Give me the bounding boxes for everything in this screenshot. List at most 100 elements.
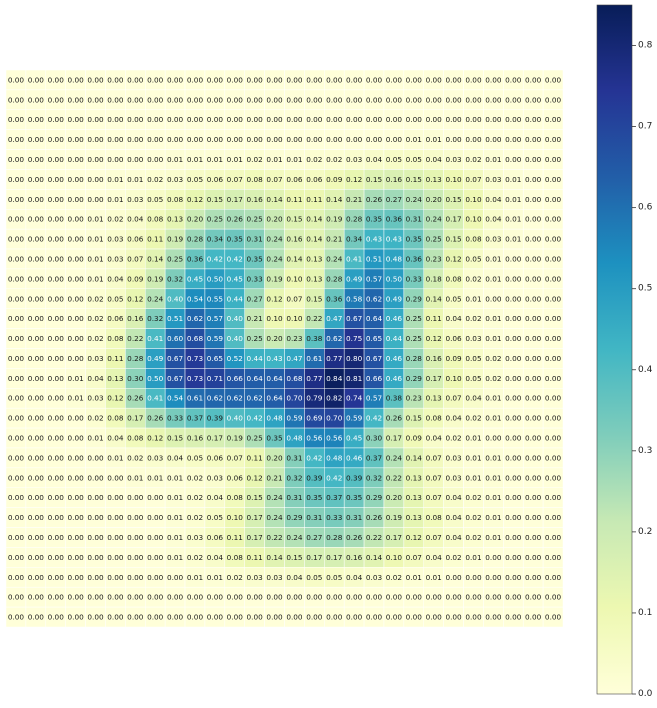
heatmap-cell-label-r19-c25: 0.00 — [505, 453, 522, 462]
heatmap-cell-label-r5-c19: 0.16 — [386, 175, 403, 184]
heatmap-cell-label-r3-c3: 0.00 — [68, 135, 85, 144]
heatmap-cell-label-r15-c25: 0.00 — [505, 374, 522, 383]
heatmap-cell-label-r10-c19: 0.50 — [386, 274, 403, 283]
heatmap-cell-label-r13-c1: 0.00 — [28, 334, 45, 343]
heatmap-cell-label-r21-c19: 0.20 — [386, 493, 403, 502]
heatmap-cell-label-r3-c9: 0.00 — [187, 135, 204, 144]
heatmap-cell-label-r22-c23: 0.02 — [465, 513, 481, 522]
heatmap-cell-label-r15-c2: 0.00 — [48, 374, 65, 383]
heatmap-cell-label-r8-c10: 0.34 — [207, 235, 224, 244]
heatmap-cell-label-r27-c7: 0.00 — [147, 613, 164, 622]
heatmap-cell-label-r27-c26: 0.00 — [525, 613, 542, 622]
heatmap-cell-label-r14-c3: 0.00 — [68, 354, 85, 363]
heatmap-cell-label-r15-c3: 0.01 — [68, 374, 84, 383]
heatmap-cell-label-r1-c19: 0.00 — [386, 95, 403, 104]
heatmap-cell-label-r1-c18: 0.00 — [366, 95, 383, 104]
heatmap-cell-label-r26-c7: 0.00 — [147, 593, 164, 602]
heatmap-cell-label-r18-c21: 0.04 — [426, 434, 443, 443]
heatmap-cell-label-r0-c12: 0.00 — [247, 75, 264, 84]
heatmap-cell-label-r12-c17: 0.67 — [346, 314, 363, 323]
heatmap-cell-label-r1-c0: 0.00 — [8, 95, 25, 104]
heatmap-cell-label-r14-c15: 0.61 — [306, 354, 322, 363]
heatmap-cell-label-r8-c19: 0.43 — [386, 235, 403, 244]
heatmap-cell-label-r6-c4: 0.00 — [87, 195, 104, 204]
heatmap-cell-label-r2-c14: 0.00 — [286, 115, 303, 124]
heatmap-cell-label-r18-c14: 0.48 — [286, 434, 303, 443]
heatmap-cell-label-r9-c19: 0.48 — [386, 254, 403, 263]
heatmap-cell-label-r26-c22: 0.00 — [445, 593, 462, 602]
heatmap-cell-label-r21-c25: 0.00 — [505, 493, 522, 502]
heatmap-cell-label-r17-c0: 0.00 — [8, 414, 25, 423]
heatmap-cell-label-r11-c18: 0.62 — [366, 294, 382, 303]
heatmap-cell-label-r19-c1: 0.00 — [28, 453, 45, 462]
heatmap-cell-label-r17-c12: 0.42 — [247, 414, 263, 423]
heatmap-cell-label-r2-c4: 0.00 — [87, 115, 104, 124]
heatmap-cell-label-r5-c23: 0.07 — [465, 175, 482, 184]
heatmap-cell-label-r10-c2: 0.00 — [48, 274, 65, 283]
heatmap-cell-label-r20-c8: 0.01 — [167, 473, 183, 482]
heatmap-cell-label-r9-c4: 0.01 — [87, 254, 103, 263]
heatmap-cell-label-r3-c12: 0.00 — [247, 135, 264, 144]
heatmap-cell-label-r17-c9: 0.37 — [187, 414, 204, 423]
heatmap-cell-label-r4-c14: 0.01 — [286, 155, 302, 164]
heatmap-cell-label-r2-c24: 0.00 — [485, 115, 502, 124]
heatmap-cell-label-r1-c10: 0.00 — [207, 95, 224, 104]
heatmap-cell-label-r23-c16: 0.28 — [326, 533, 343, 542]
heatmap-cell-label-r25-c6: 0.00 — [127, 573, 144, 582]
heatmap-cell-label-r5-c8: 0.03 — [167, 175, 184, 184]
heatmap-cell-label-r1-c2: 0.00 — [48, 95, 65, 104]
heatmap-cell-label-r13-c11: 0.40 — [227, 334, 244, 343]
heatmap-cell-label-r11-c16: 0.36 — [326, 294, 343, 303]
heatmap-cell-label-r19-c16: 0.48 — [326, 453, 343, 462]
heatmap-cell-label-r25-c7: 0.00 — [147, 573, 164, 582]
heatmap-cell-label-r2-c26: 0.00 — [525, 115, 542, 124]
heatmap-cell-label-r26-c12: 0.00 — [247, 593, 264, 602]
heatmap-cell-label-r25-c9: 0.01 — [187, 573, 203, 582]
heatmap-cell-label-r25-c23: 0.00 — [465, 573, 482, 582]
heatmap-cell-label-r7-c9: 0.20 — [187, 215, 204, 224]
heatmap-cell-label-r14-c11: 0.52 — [227, 354, 243, 363]
heatmap-cell-label-r9-c2: 0.00 — [48, 254, 65, 263]
heatmap-cell-label-r26-c17: 0.00 — [346, 593, 363, 602]
heatmap-cell-label-r16-c20: 0.23 — [406, 394, 423, 403]
heatmap-cell-label-r26-c13: 0.00 — [266, 593, 283, 602]
heatmap-cell-label-r27-c8: 0.00 — [167, 613, 184, 622]
heatmap-cell-label-r13-c6: 0.22 — [127, 334, 143, 343]
heatmap-cell-label-r25-c24: 0.00 — [485, 573, 502, 582]
heatmap-cell-label-r9-c26: 0.00 — [525, 254, 542, 263]
heatmap-cell-label-r9-c24: 0.01 — [485, 254, 501, 263]
heatmap-cell-label-r23-c24: 0.01 — [485, 533, 501, 542]
heatmap-cell-label-r16-c21: 0.13 — [426, 394, 443, 403]
heatmap-cell-label-r13-c9: 0.68 — [187, 334, 204, 343]
heatmap-cell-label-r8-c6: 0.06 — [127, 235, 144, 244]
heatmap-cell-label-r14-c18: 0.67 — [366, 354, 383, 363]
heatmap-cell-label-r24-c12: 0.11 — [247, 553, 263, 562]
heatmap-cell-label-r26-c6: 0.00 — [127, 593, 144, 602]
heatmap-cell-label-r12-c2: 0.00 — [48, 314, 65, 323]
heatmap-cell-label-r1-c16: 0.00 — [326, 95, 343, 104]
heatmap-cell-label-r26-c0: 0.00 — [8, 593, 25, 602]
heatmap-cell-label-r13-c13: 0.20 — [266, 334, 283, 343]
heatmap-cell-label-r10-c16: 0.28 — [326, 274, 343, 283]
heatmap-cell-label-r1-c15: 0.00 — [306, 95, 323, 104]
heatmap-cell-label-r7-c13: 0.20 — [266, 215, 283, 224]
heatmap-cell-label-r17-c21: 0.08 — [426, 414, 443, 423]
heatmap-cell-label-r14-c12: 0.44 — [247, 354, 264, 363]
heatmap-cell-label-r20-c11: 0.06 — [227, 473, 244, 482]
heatmap-cell-label-r1-c27: 0.00 — [545, 95, 562, 104]
heatmap-grid — [5, 69, 564, 628]
heatmap-cell-label-r25-c16: 0.05 — [326, 573, 342, 582]
heatmap-cell-label-r10-c23: 0.02 — [465, 274, 481, 283]
heatmap-cell-label-r7-c11: 0.26 — [227, 215, 244, 224]
heatmap-cell-label-r4-c26: 0.00 — [525, 155, 542, 164]
heatmap-cell-label-r19-c7: 0.03 — [147, 453, 164, 462]
heatmap-cell-label-r14-c10: 0.65 — [207, 354, 223, 363]
heatmap-cell-label-r12-c23: 0.02 — [465, 314, 481, 323]
heatmap-cell-label-r22-c9: 0.02 — [187, 513, 203, 522]
heatmap-cell-label-r21-c2: 0.00 — [48, 493, 65, 502]
heatmap-cell-label-r26-c16: 0.00 — [326, 593, 343, 602]
heatmap-cell-label-r2-c2: 0.00 — [48, 115, 65, 124]
heatmap-cell-label-r3-c18: 0.00 — [366, 135, 383, 144]
heatmap-cell-label-r22-c27: 0.00 — [545, 513, 562, 522]
